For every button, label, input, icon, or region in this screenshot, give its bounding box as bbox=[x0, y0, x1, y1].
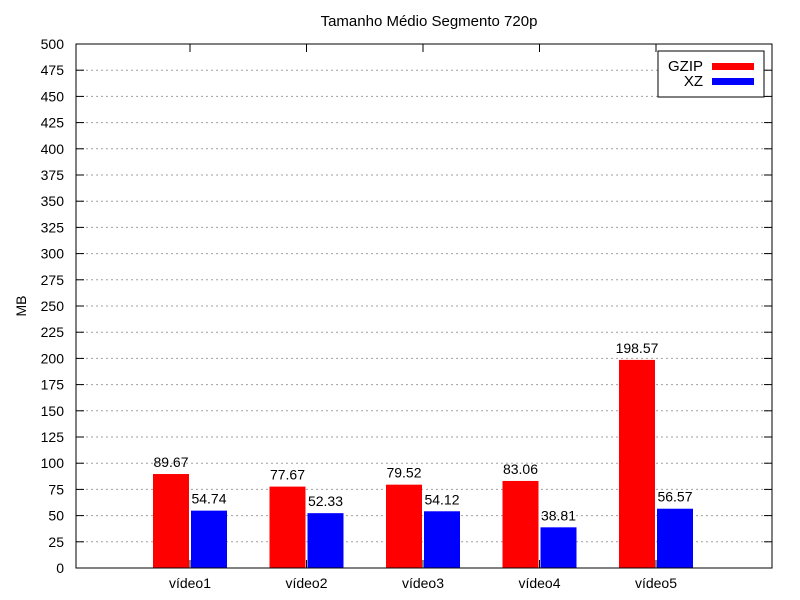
x-axis-ticks: vídeo1 vídeo2 vídeo3 vídeo4 vídeo5 bbox=[169, 44, 677, 591]
y-tick-label: 350 bbox=[41, 193, 65, 209]
bar-xz bbox=[657, 508, 693, 568]
y-tick-label: 125 bbox=[41, 429, 65, 445]
data-label: 198.57 bbox=[616, 340, 659, 356]
y-tick-label: 150 bbox=[41, 403, 65, 419]
legend-swatch bbox=[712, 78, 754, 85]
legend-box bbox=[657, 50, 765, 98]
bar-xz bbox=[424, 511, 460, 568]
bar-gzip bbox=[502, 480, 539, 568]
x-tick-label: vídeo3 bbox=[402, 575, 444, 591]
legend-label: GZIP bbox=[668, 58, 703, 75]
y-tick-label: 475 bbox=[41, 62, 65, 78]
y-tick-label: 400 bbox=[41, 141, 65, 157]
plot-frame bbox=[75, 43, 773, 569]
x-tick-label: vídeo2 bbox=[285, 575, 327, 591]
y-tick-label: 50 bbox=[48, 508, 64, 524]
data-label: 79.52 bbox=[386, 465, 421, 481]
x-tick-label: vídeo1 bbox=[169, 575, 211, 591]
y-tick-label: 225 bbox=[41, 324, 65, 340]
y-tick-label: 325 bbox=[41, 219, 65, 235]
y-tick-label: 425 bbox=[41, 115, 65, 131]
grid-lines bbox=[76, 69, 772, 543]
data-label: 54.74 bbox=[191, 491, 226, 507]
y-tick-label: 200 bbox=[41, 350, 65, 366]
y-axis-label: MB bbox=[13, 296, 29, 317]
data-label: 56.57 bbox=[657, 489, 692, 505]
y-tick-label: 450 bbox=[41, 88, 65, 104]
y-tick-label: 275 bbox=[41, 272, 65, 288]
bar-xz bbox=[191, 510, 227, 568]
y-tick-label: 300 bbox=[41, 246, 65, 262]
y-tick-label: 100 bbox=[41, 455, 65, 471]
y-tick-label: 500 bbox=[41, 36, 65, 52]
data-label: 52.33 bbox=[308, 493, 343, 509]
legend-label: XZ bbox=[684, 73, 703, 90]
bar-gzip bbox=[386, 484, 422, 568]
data-label: 77.67 bbox=[270, 467, 305, 483]
y-tick-label: 375 bbox=[41, 167, 65, 183]
bar-gzip bbox=[153, 474, 189, 568]
y-tick-label: 250 bbox=[41, 298, 65, 314]
y-tick-label: 0 bbox=[56, 560, 64, 576]
data-label: 89.67 bbox=[153, 454, 188, 470]
y-tick-label: 175 bbox=[41, 377, 65, 393]
bar-xz bbox=[540, 527, 577, 568]
y-tick-label: 25 bbox=[48, 534, 64, 550]
legend-swatch bbox=[712, 63, 754, 70]
x-tick-label: vídeo5 bbox=[635, 575, 677, 591]
chart-title: Tamanho Médio Segmento 720p bbox=[321, 13, 538, 30]
bar-gzip bbox=[269, 486, 306, 568]
data-label: 38.81 bbox=[541, 507, 576, 523]
data-label: 54.12 bbox=[424, 491, 459, 507]
y-tick-label: 75 bbox=[48, 481, 64, 497]
x-tick-label: vídeo4 bbox=[518, 575, 560, 591]
y-axis-ticks: 0 25 50 75 100 125 150 175 200 225 250 275 300 325 350… bbox=[41, 36, 772, 576]
bar-xz bbox=[307, 513, 344, 568]
bar-gzip bbox=[619, 359, 655, 568]
data-label: 83.06 bbox=[503, 461, 538, 477]
